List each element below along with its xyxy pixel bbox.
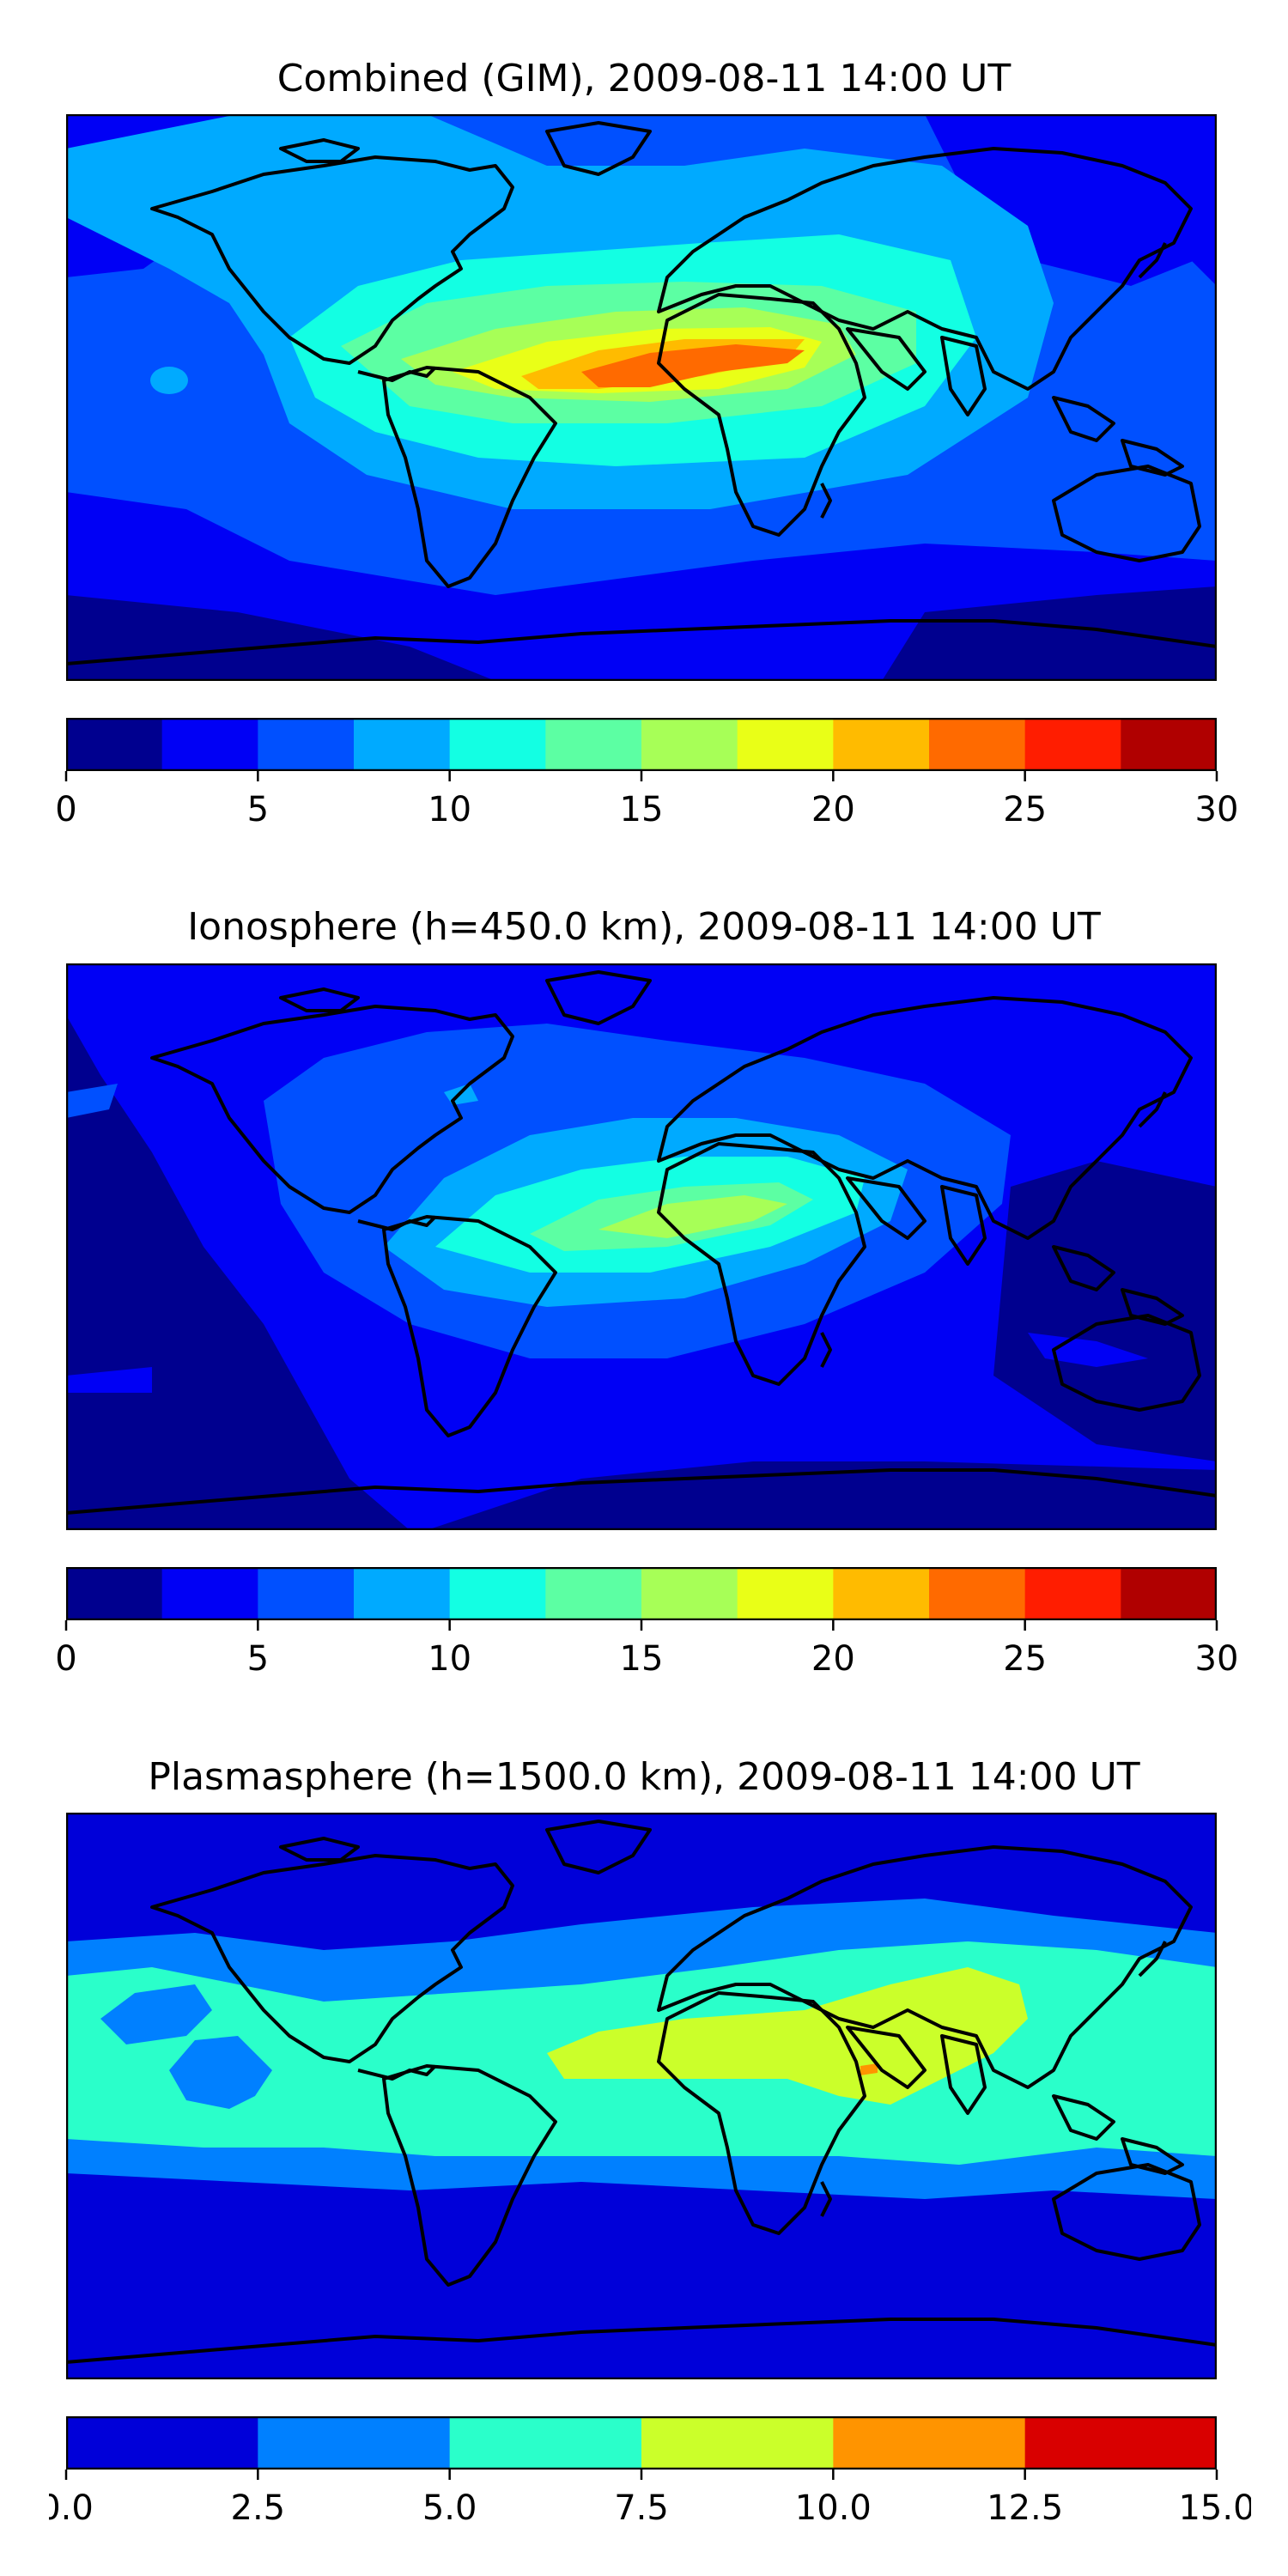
colorbar-tick-label: 5 [247,1639,269,1679]
coastlines [66,970,1217,1515]
colorbar-swatch [545,1567,642,1620]
colorbar-ticks-combined: 0 5 10 15 20 25 30 [55,771,1239,829]
colorbar-swatch [161,718,258,771]
colorbar-swatch [1121,718,1217,771]
colorbar-swatch [354,718,451,771]
level-fill [925,114,1217,286]
level-fill [882,586,1217,681]
level-fill [66,1367,152,1393]
colorbar-tick-label: 10 [428,790,471,829]
contour-fills [66,963,1217,1530]
level-fill [860,2063,878,2075]
colorbar-swatch [449,718,546,771]
level-fill [100,1984,212,2044]
colorbar-swatch [641,718,738,771]
colorbar-tick-label: 10.0 [795,2488,872,2528]
colorbar-ticks-plasmasphere: 0.0 2.5 5.0 7.5 10.0 12.5 15.0 [49,2470,1251,2528]
colorbar-swatch [1024,1567,1121,1620]
colorbar-swatch [1024,718,1121,771]
colorbar-tick-label: 25 [1003,1639,1047,1679]
coastlines [66,121,1217,665]
level-fill [66,1084,118,1118]
colorbar-swatch [258,1567,355,1620]
level-fill [66,595,495,681]
colorbar-swatch [258,2416,451,2470]
colorbar-swatch [449,1567,546,1620]
colorbar-tick-label: 7.5 [614,2488,669,2528]
colorbar-swatch [1121,1567,1217,1620]
chart-title: Plasmasphere (h=1500.0 km), 2009-08-11 1… [148,1755,1140,1799]
map-frame [66,1813,1217,2379]
colorbar-ionosphere [66,1567,1217,1620]
colorbar-plasmasphere [66,2416,1217,2470]
colorbar-ticks-ionosphere: 0 5 10 15 20 25 30 [55,1620,1239,1679]
level-fill [993,1161,1217,1461]
colorbar-swatch [161,1567,258,1620]
colorbar-swatch [641,1567,738,1620]
colorbar-swatch [354,1567,451,1620]
colorbar-swatch [929,718,1026,771]
colorbar-swatch [833,1567,930,1620]
map-plasmasphere [66,1813,1217,2379]
colorbar-swatch [833,718,930,771]
contour-fills [66,1813,1217,2379]
colorbar-swatch [737,718,834,771]
level-fill [150,367,188,394]
colorbar-tick-label: 2.5 [231,2488,286,2528]
level-fill [1028,1333,1148,1367]
map-frame [66,963,1217,1530]
chart-title: Ionosphere (h=450.0 km), 2009-08-11 14:0… [187,905,1101,949]
colorbar-swatch [545,718,642,771]
colorbar-tick-label: 30 [1195,790,1239,829]
level-fill [1174,200,1217,286]
level-fill [581,344,805,387]
contour-fills [66,114,1217,681]
level-fill [169,2036,272,2109]
colorbar-tick-label: 15 [620,790,664,829]
colorbar-frame [66,718,1217,771]
colorbar-swatch [737,1567,834,1620]
chart-title: Combined (GIM), 2009-08-11 14:00 UT [276,57,1012,100]
map-ionosphere [66,963,1217,1530]
colorbar-tick-label: 12.5 [987,2488,1063,2528]
colorbar-swatch [66,718,163,771]
colorbar-tick-label: 10 [428,1639,471,1679]
level-fill [66,1015,410,1530]
level-fill [427,1461,1217,1530]
colorbar-swatch [449,2416,642,2470]
colorbar-tick-label: 15.0 [1178,2488,1251,2528]
colorbar-combined [66,718,1217,771]
level-fill [598,1195,787,1238]
colorbar-frame [66,2416,1217,2470]
colorbar-frame [66,1567,1217,1620]
colorbar-tick-label: 20 [811,790,855,829]
coastlines [66,1820,1217,2364]
colorbar-swatch [833,2416,1026,2470]
colorbar-tick-label: 0 [55,1639,76,1679]
colorbar-swatch [66,2416,258,2470]
map-combined [66,114,1217,681]
colorbar-swatch [1024,2416,1217,2470]
colorbar-swatch [66,1567,163,1620]
colorbar-tick-label: 5 [247,790,269,829]
colorbar-tick-label: 15 [620,1639,664,1679]
map-frame [66,114,1217,681]
colorbar-tick-label: 0.0 [49,2488,94,2528]
colorbar-tick-label: 5.0 [422,2488,477,2528]
colorbar-swatch [929,1567,1026,1620]
colorbar-tick-label: 30 [1195,1639,1239,1679]
colorbar-tick-label: 0 [55,790,76,829]
colorbar-swatch [641,2416,834,2470]
colorbar-tick-label: 25 [1003,790,1047,829]
colorbar-swatch [258,718,355,771]
colorbar-tick-label: 20 [811,1639,855,1679]
